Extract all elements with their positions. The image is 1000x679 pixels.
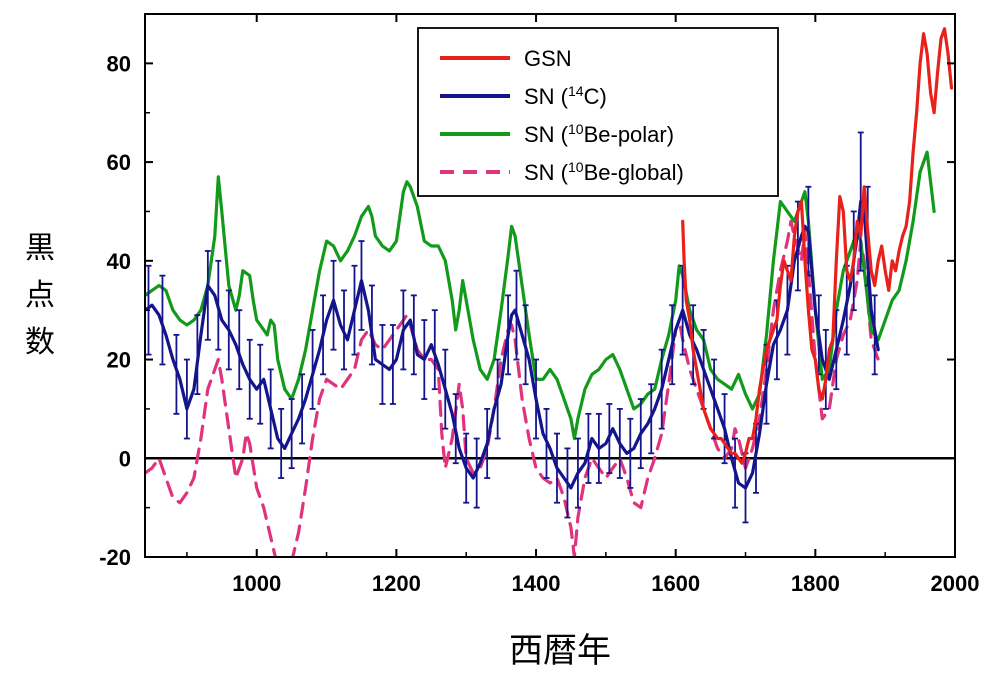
x-tick-label: 1000 — [232, 571, 281, 596]
x-tick-label: 1600 — [651, 571, 700, 596]
legend-label-be_polar: SN (10Be-polar) — [524, 121, 674, 147]
y-tick-label: -20 — [99, 545, 131, 570]
series-line-be_polar — [145, 150, 936, 441]
series-line-gsn — [681, 27, 954, 465]
x-tick-label: 1400 — [512, 571, 561, 596]
y-tick-label: 20 — [107, 348, 131, 373]
y-tick-label: 40 — [107, 249, 131, 274]
y-axis-title-char: 点 — [25, 278, 55, 313]
y-axis-title-char: 数 — [25, 325, 55, 360]
plot-frame — [144, 13, 956, 558]
y-axis-title-char: 黒 — [25, 231, 55, 266]
series-line-sn14c — [145, 200, 880, 490]
legend-label-sn14c: SN (14C) — [524, 83, 607, 109]
x-tick-label: 1200 — [372, 571, 421, 596]
series-line-be_global — [145, 219, 880, 557]
x-tick-label: 1800 — [791, 571, 840, 596]
y-tick-label: 0 — [119, 446, 131, 471]
x-axis-title: 西暦年 — [509, 631, 611, 671]
legend-label-be_global: SN (10Be-global) — [524, 159, 684, 185]
y-axis-title: 黒点数 — [25, 231, 55, 360]
legend-label-gsn: GSN — [524, 46, 572, 71]
plot-area — [145, 27, 955, 557]
y-tick-label: 80 — [107, 51, 131, 76]
x-tick-label: 2000 — [931, 571, 980, 596]
y-tick-label: 60 — [107, 150, 131, 175]
